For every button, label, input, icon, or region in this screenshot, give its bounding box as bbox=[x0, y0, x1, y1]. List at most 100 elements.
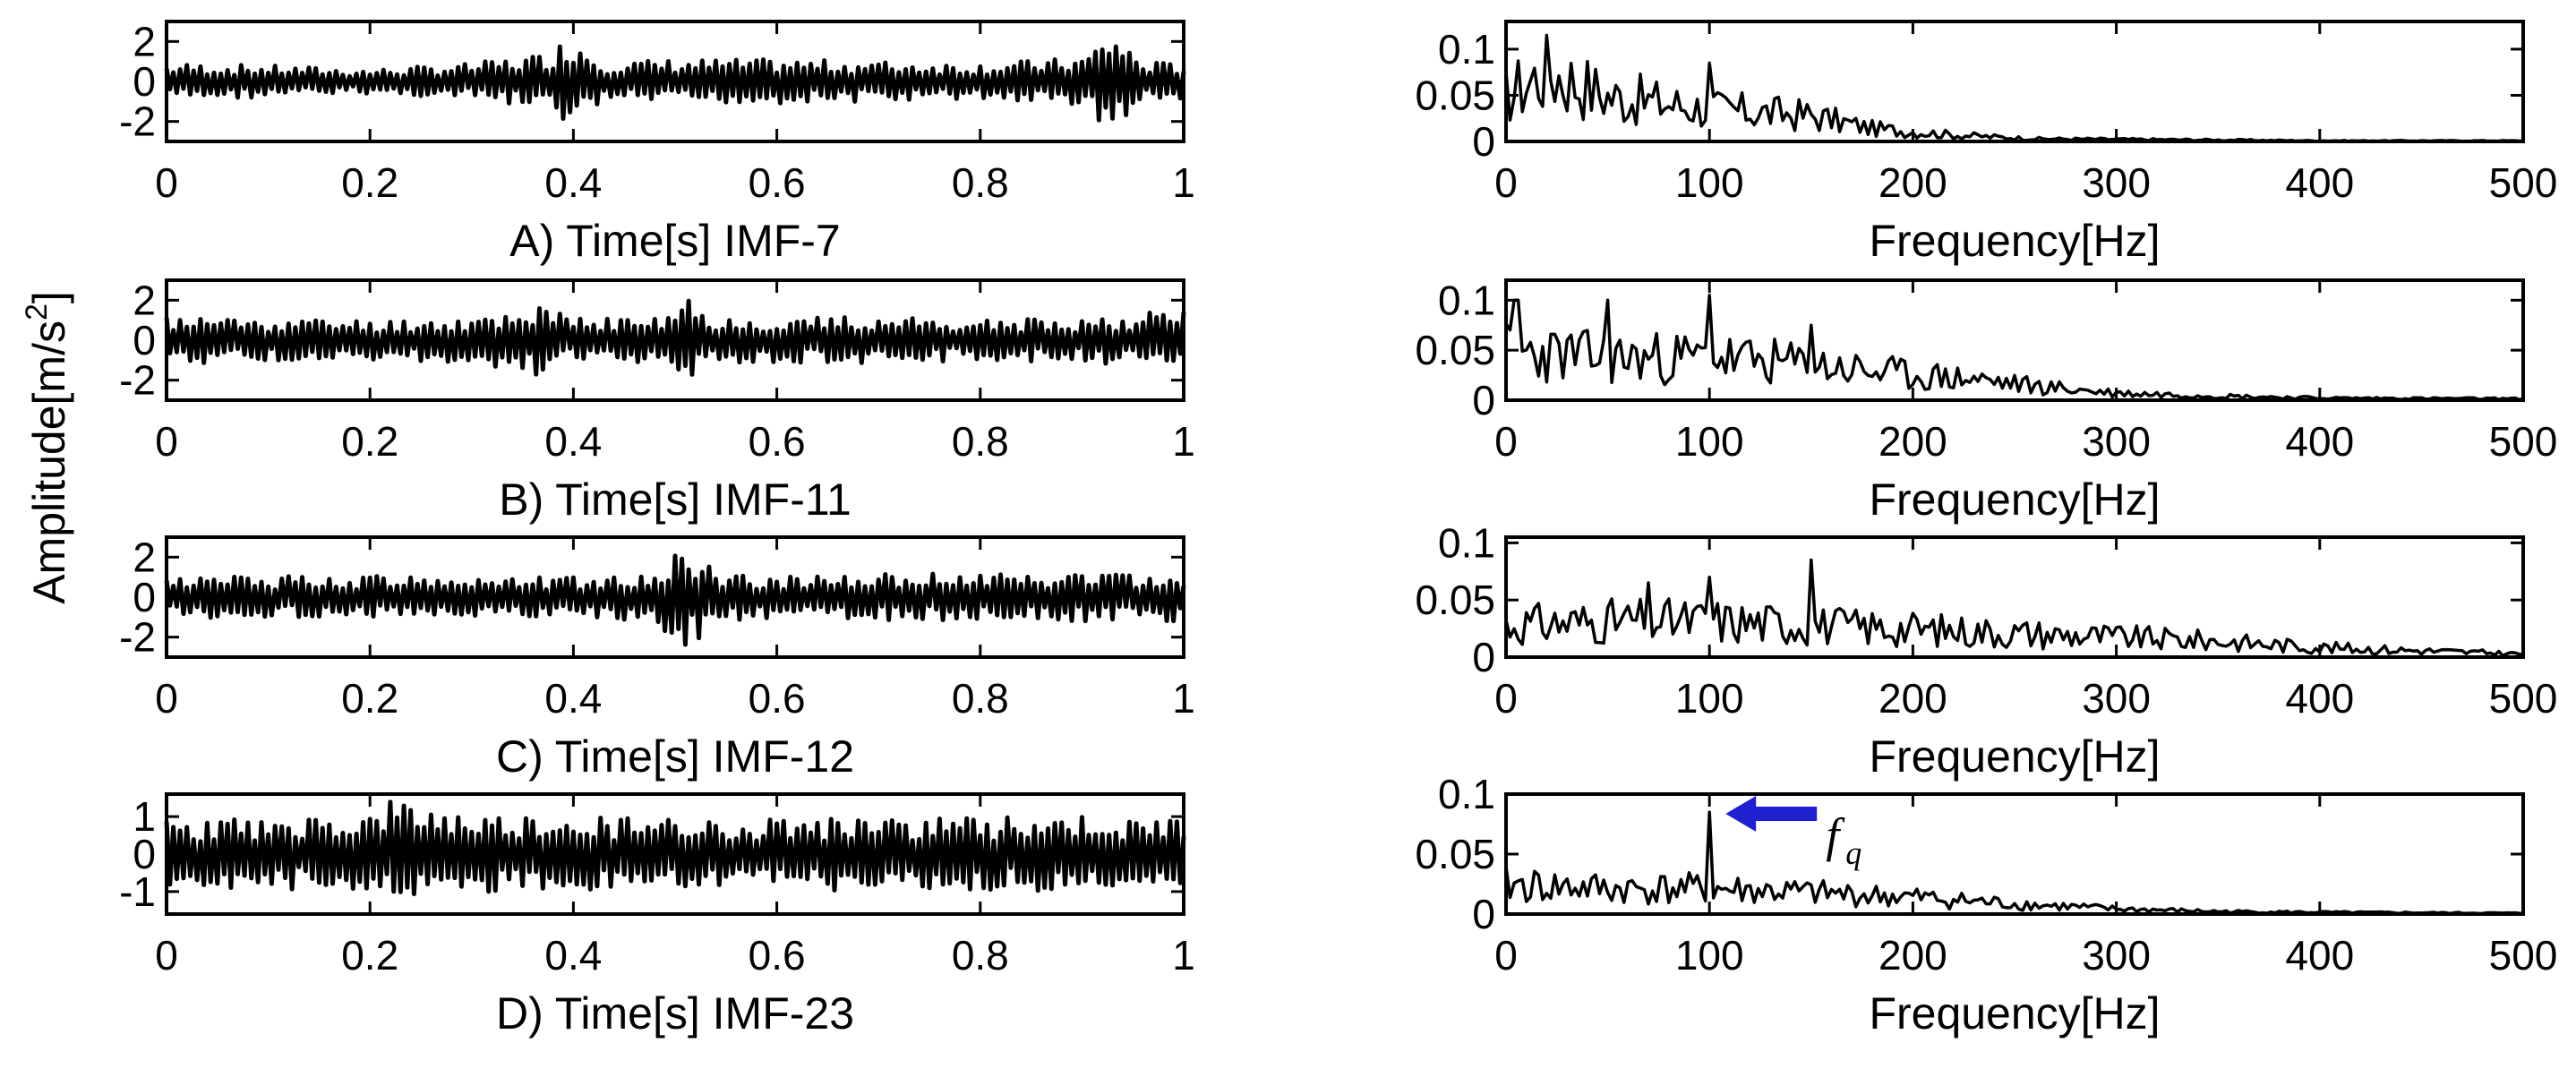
panel-a-time-ytick-label: 2 bbox=[133, 18, 156, 64]
annotation-subscript: q bbox=[1845, 835, 1861, 871]
panel-b-spectrum-axes-frame bbox=[1504, 278, 2525, 402]
panel-c-time-x-axis-label: C) Time[s] IMF-12 bbox=[496, 731, 854, 782]
panel-d-time-ytick-label: -1 bbox=[119, 868, 156, 915]
panel-c-time-xtick-label: 0.2 bbox=[341, 675, 398, 722]
panel-a-spectrum-xtick-label: 400 bbox=[2285, 159, 2354, 206]
panel-d-time-series-line bbox=[164, 799, 1186, 896]
panel-d-time-ytick-label: 1 bbox=[133, 793, 156, 840]
panel-a-time-xtick-label: 0 bbox=[155, 159, 178, 206]
panel-d-spectrum-x-axis-label: Frequency[Hz] bbox=[1869, 988, 2160, 1039]
annotation-arrow-shaft bbox=[1752, 807, 1818, 821]
panel-c-time-xtick-label: 0.6 bbox=[749, 675, 806, 722]
panel-d-spectrum-ytick-label: 0.05 bbox=[1415, 831, 1495, 877]
panel-a-spectrum-axes-frame bbox=[1504, 20, 2525, 143]
panel-a-spectrum-xtick-label: 0 bbox=[1494, 159, 1518, 206]
panel-c-spectrum-axes-frame bbox=[1504, 535, 2525, 659]
panel-b-spectrum-xtick-label: 300 bbox=[2082, 418, 2151, 465]
panel-c-spectrum-xtick-label: 400 bbox=[2285, 675, 2354, 722]
panel-c-time-ytick-label: 2 bbox=[133, 534, 156, 580]
panel-d-time-xtick-label: 1 bbox=[1172, 932, 1195, 979]
panel-b-spectrum-xtick-label: 400 bbox=[2285, 418, 2354, 465]
shared-y-axis-label-close: ] bbox=[24, 291, 74, 303]
panel-c-time: 0 0.2 0.4 0.6 0.8 120-2C) Time[s] IMF-12 bbox=[119, 534, 1195, 782]
panel-d-spectrum-xtick-label: 0 bbox=[1494, 932, 1518, 979]
panel-c-time-ytick-label: 0 bbox=[133, 574, 156, 620]
panel-c-spectrum-xtick-label: 300 bbox=[2082, 675, 2151, 722]
panel-b-time-xtick-label: 0.6 bbox=[749, 418, 806, 465]
panel-a-time-xtick-label: 0.2 bbox=[341, 159, 398, 206]
panel-d-spectrum-ytick-label: 0.1 bbox=[1438, 771, 1495, 817]
panel-b-spectrum-xtick-label: 500 bbox=[2489, 418, 2558, 465]
panel-a-spectrum-xtick-label: 300 bbox=[2082, 159, 2151, 206]
panel-d-time: 0 0.2 0.4 0.6 0.8 110-1D) Time[s] IMF-23 bbox=[119, 792, 1195, 1039]
panel-b-time: 0 0.2 0.4 0.6 0.8 120-2B) Time[s] IMF-11 bbox=[119, 277, 1195, 525]
panel-b-spectrum-xtick-label: 200 bbox=[1879, 418, 1947, 465]
panel-b-time-series-line bbox=[164, 298, 1186, 377]
panel-a-time-xtick-label: 0.4 bbox=[544, 159, 602, 206]
panel-c-time-xtick-label: 0.8 bbox=[952, 675, 1009, 722]
panel-c-spectrum: 0 100 200 300 400 500 0.1 0.05 0 Frequency[Hz] bbox=[1415, 519, 2557, 782]
left-arrow-icon bbox=[1725, 796, 1757, 832]
panel-d-time-xtick-label: 0.4 bbox=[544, 932, 602, 979]
panel-a-time-xtick-label: 0.6 bbox=[749, 159, 806, 206]
panel-d-time-xtick-label: 0.8 bbox=[952, 932, 1009, 979]
panel-a-time-x-axis-label: A) Time[s] IMF-7 bbox=[509, 216, 840, 266]
panel-a-spectrum-xtick-label: 100 bbox=[1675, 159, 1744, 206]
panel-d-time-ytick-label: 0 bbox=[133, 831, 156, 877]
panel-c-time-series-line bbox=[164, 553, 1186, 647]
panel-b-time-xtick-label: 0 bbox=[155, 418, 178, 465]
panel-c-spectrum-ytick-label: 0 bbox=[1472, 634, 1495, 680]
panel-b-spectrum-x-axis-label: Frequency[Hz] bbox=[1869, 474, 2160, 525]
panel-c-time-xtick-label: 1 bbox=[1172, 675, 1195, 722]
panel-b-time-xtick-label: 0.2 bbox=[341, 418, 398, 465]
panel-d-time-xtick-label: 0.2 bbox=[341, 932, 398, 979]
panel-c-spectrum-xtick-label: 100 bbox=[1675, 675, 1744, 722]
shared-y-axis-label: Amplitude[m/s2] bbox=[20, 291, 74, 604]
panel-a-spectrum-xtick-label: 200 bbox=[1879, 159, 1947, 206]
panel-c-spectrum-xtick-label: 0 bbox=[1494, 675, 1518, 722]
shared-y-axis-label-superscript: 2 bbox=[20, 303, 54, 321]
panel-c-time-ytick-label: -2 bbox=[119, 614, 156, 661]
panel-a-time-xtick-label: 1 bbox=[1172, 159, 1195, 206]
panel-c-spectrum-ytick-label: 0.1 bbox=[1438, 519, 1495, 566]
panel-d-spectrum-xtick-label: 500 bbox=[2489, 932, 2558, 979]
panel-b-spectrum-xtick-label: 100 bbox=[1675, 418, 1744, 465]
panel-d-time-xtick-label: 0.6 bbox=[749, 932, 806, 979]
panel-a-spectrum-ytick-label: 0 bbox=[1472, 118, 1495, 165]
panel-a-spectrum-ytick-label: 0.05 bbox=[1415, 72, 1495, 118]
panel-d-spectrum-xtick-label: 100 bbox=[1675, 932, 1744, 979]
panel-c-time-xtick-label: 0.4 bbox=[544, 675, 602, 722]
panel-c-spectrum-series-line bbox=[1504, 558, 2524, 658]
panel-b-time-xtick-label: 0.4 bbox=[544, 418, 602, 465]
shared-y-axis-label-text: Amplitude[m/s bbox=[24, 321, 74, 604]
panel-b-time-ytick-label: 2 bbox=[133, 277, 156, 323]
panel-a-time-series-line bbox=[164, 44, 1186, 123]
panel-a-time-ytick-label: 0 bbox=[133, 58, 156, 105]
chart-panels: 0 0.2 0.4 0.6 0.8 120-2A) Time[s] IMF-70 100 20… bbox=[119, 18, 2557, 1039]
panel-b-spectrum-ytick-label: 0 bbox=[1472, 377, 1495, 423]
panel-c-spectrum-xtick-label: 500 bbox=[2489, 675, 2558, 722]
panel-b-time-ytick-label: 0 bbox=[133, 317, 156, 363]
panel-b-spectrum-xtick-label: 0 bbox=[1494, 418, 1518, 465]
panel-b-time-ytick-label: -2 bbox=[119, 357, 156, 404]
panel-c-time-xtick-label: 0 bbox=[155, 675, 178, 722]
panel-d-time-x-axis-label: D) Time[s] IMF-23 bbox=[496, 988, 854, 1039]
panel-d-spectrum-xtick-label: 200 bbox=[1879, 932, 1947, 979]
panel-c-spectrum-ytick-label: 0.05 bbox=[1415, 577, 1495, 623]
panel-d-time-xtick-label: 0 bbox=[155, 932, 178, 979]
panel-c-spectrum-x-axis-label: Frequency[Hz] bbox=[1869, 731, 2160, 782]
panel-b-time-xtick-label: 0.8 bbox=[952, 418, 1009, 465]
panel-b-spectrum-ytick-label: 0.1 bbox=[1438, 277, 1495, 323]
panel-a-spectrum-xtick-label: 500 bbox=[2489, 159, 2558, 206]
panel-a-spectrum-x-axis-label: Frequency[Hz] bbox=[1869, 216, 2160, 266]
panel-b-time-x-axis-label: B) Time[s] IMF-11 bbox=[499, 474, 852, 525]
panel-a-time-ytick-label: -2 bbox=[119, 98, 156, 145]
panel-b-spectrum-series-line bbox=[1504, 294, 2524, 402]
panel-b-spectrum-ytick-label: 0.05 bbox=[1415, 327, 1495, 373]
panel-a-time-xtick-label: 0.8 bbox=[952, 159, 1009, 206]
panel-c-spectrum-xtick-label: 200 bbox=[1879, 675, 1947, 722]
